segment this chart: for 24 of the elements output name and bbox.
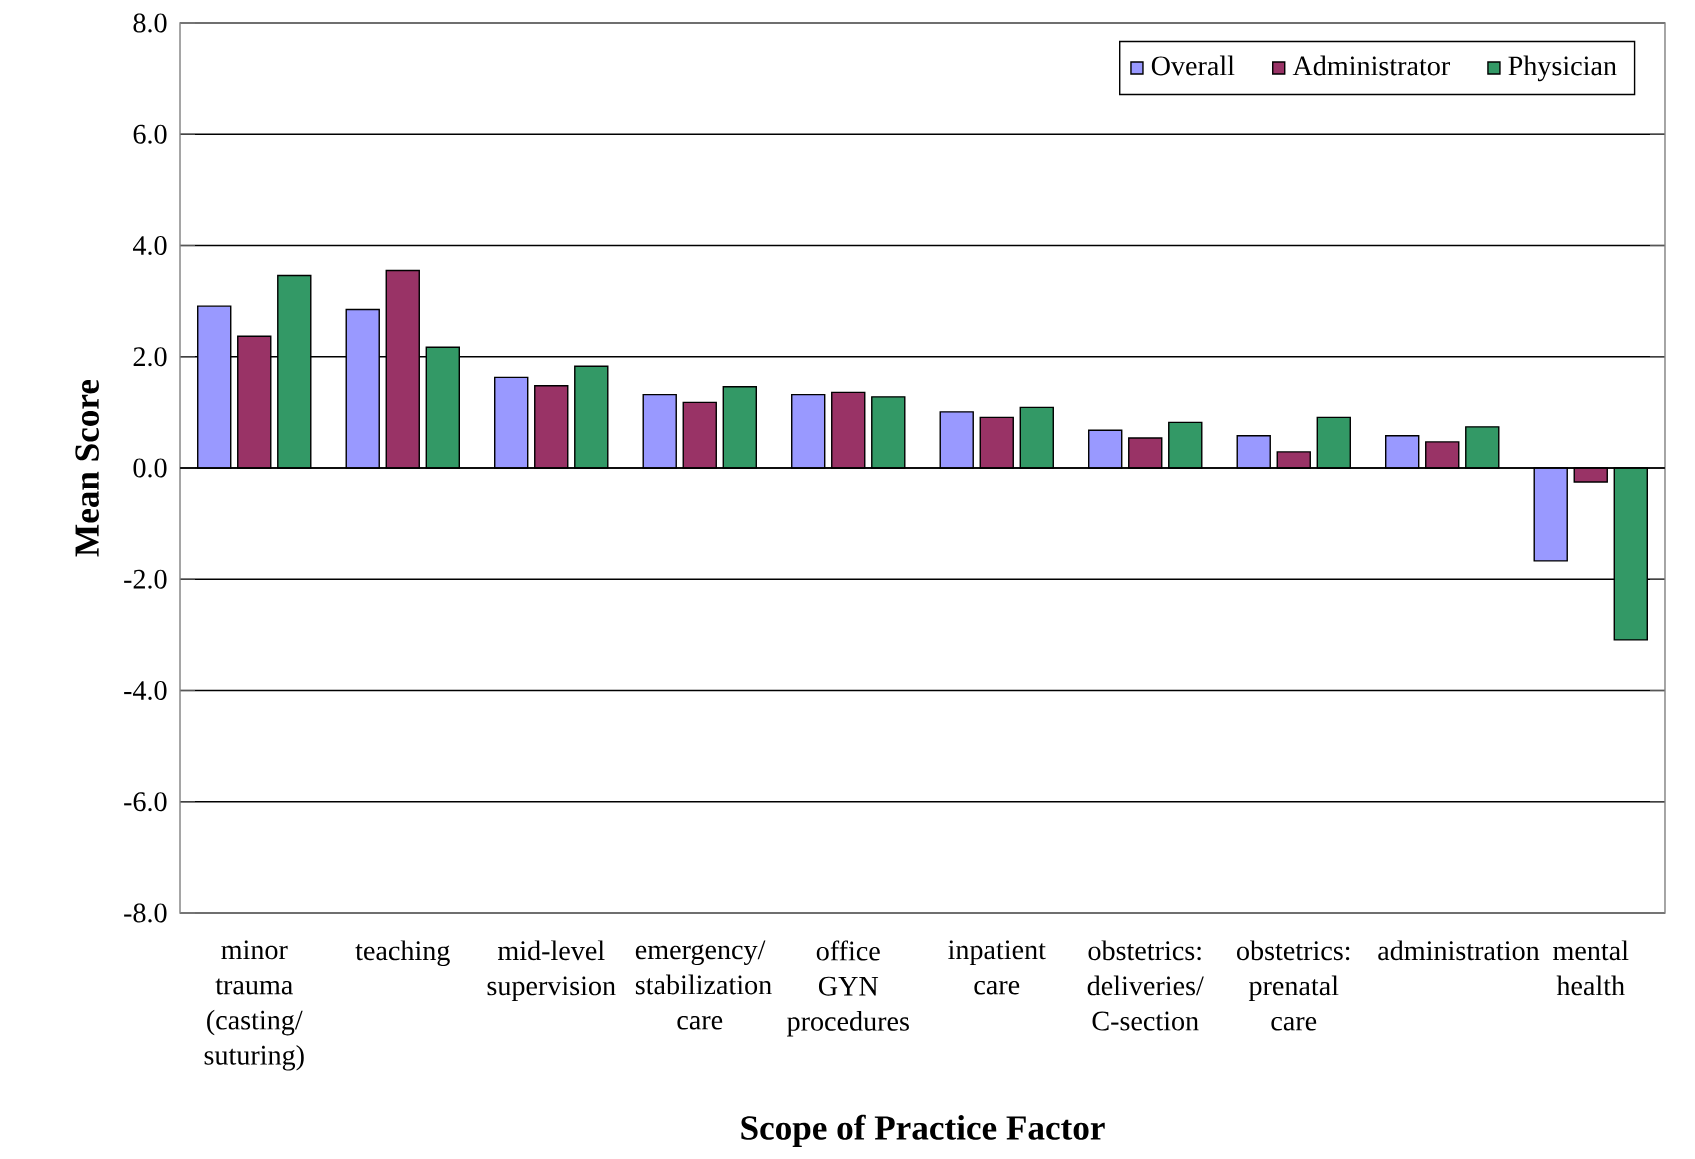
y-axis-title: Mean Score: [75, 380, 99, 557]
y-tick-label: -2.0: [124, 569, 167, 589]
legend-label: Overall: [1151, 55, 1235, 76]
x-tick-label: mid-level supervision: [487, 940, 616, 1002]
x-tick-label: obstetrics: prenatal care: [1237, 940, 1350, 1031]
legend-label: Administrator: [1292, 55, 1450, 76]
x-tick-label: obstetrics: deliveries/C-section: [1087, 940, 1204, 1031]
x-tick-label: mental health: [1553, 940, 1629, 996]
x-tick-label: teaching: [355, 940, 450, 967]
x-tick-label: emergency/stabilization care: [635, 940, 772, 1030]
x-tick-label: inpatient care: [948, 940, 1046, 995]
y-tick-label: -6.0: [124, 792, 167, 812]
y-tick-label: -4.0: [124, 681, 167, 701]
y-tick-label: 0.0: [133, 458, 167, 478]
x-axis-title: Scope of Practice Factor: [741, 1114, 1105, 1148]
x-tick-label: minor trauma (casting/suturing): [204, 940, 304, 1071]
y-tick-label: 4.0: [132, 236, 167, 256]
legend-label: Physician: [1508, 55, 1617, 82]
y-tick-label: 8.0: [133, 13, 167, 33]
x-tick-label: administration: [1378, 940, 1540, 961]
x-tick-label: office GYN procedures: [787, 940, 909, 1037]
y-tick-label: 6.0: [133, 124, 167, 145]
y-tick-label: -8.0: [124, 903, 167, 923]
y-tick-label: 2.0: [133, 347, 167, 367]
